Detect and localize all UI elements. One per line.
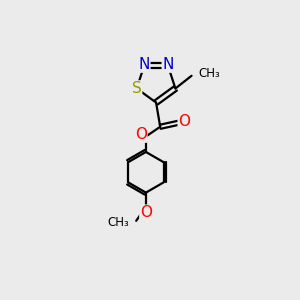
Text: O: O xyxy=(140,205,152,220)
Text: O: O xyxy=(135,127,147,142)
Text: S: S xyxy=(132,81,142,96)
Text: N: N xyxy=(162,57,174,72)
Text: CH₃: CH₃ xyxy=(198,67,220,80)
Text: O: O xyxy=(178,114,190,129)
Text: CH₃: CH₃ xyxy=(107,216,129,229)
Text: N: N xyxy=(138,57,150,72)
